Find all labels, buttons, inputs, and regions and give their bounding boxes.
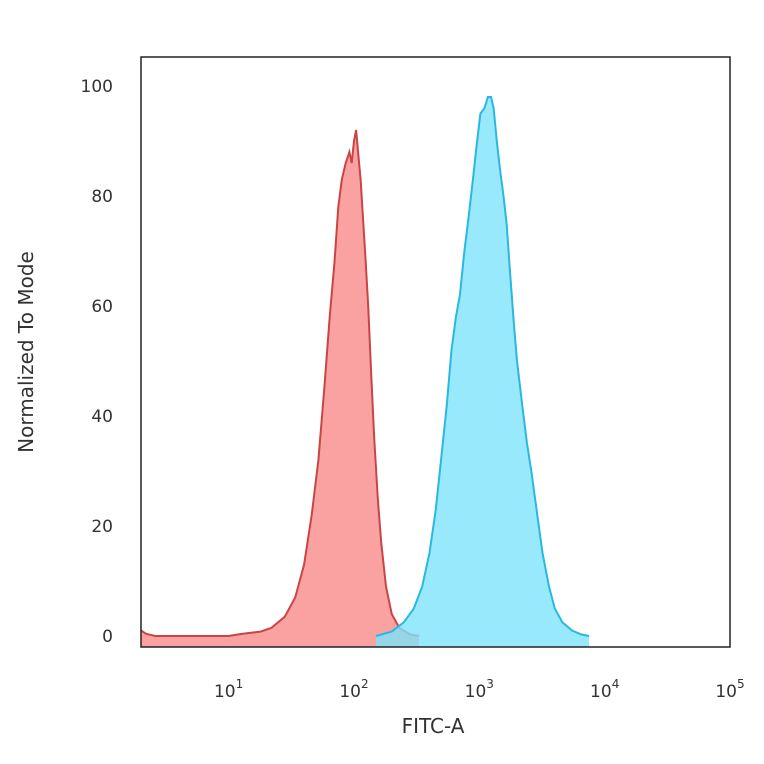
- x-tick-label: 102: [339, 677, 368, 702]
- y-axis-label: Normalized To Mode: [14, 251, 38, 453]
- series-1-area: [141, 130, 419, 647]
- y-tick-label: 60: [91, 297, 113, 317]
- series-2-line: [375, 96, 590, 637]
- y-tick-label: 80: [91, 187, 113, 207]
- x-tick-label: 101: [214, 677, 243, 702]
- y-tick-label: 20: [91, 517, 113, 537]
- x-axis-label: FITC-A: [402, 714, 465, 738]
- x-tick-label: 103: [465, 677, 494, 702]
- x-tick-label: 105: [715, 677, 744, 702]
- series-layer: [140, 96, 590, 647]
- plot-frame: [140, 56, 731, 648]
- x-tick-label: 104: [590, 677, 619, 702]
- series-2-area: [376, 97, 589, 647]
- series-1-line: [140, 129, 420, 637]
- y-tick-label: 40: [91, 407, 113, 427]
- y-tick-label: 100: [81, 77, 113, 97]
- x-axis-ticks: 101 102 103 104 105: [214, 677, 745, 702]
- y-axis-ticks: 0 20 40 60 80 100: [81, 77, 113, 647]
- y-tick-label: 0: [102, 627, 113, 647]
